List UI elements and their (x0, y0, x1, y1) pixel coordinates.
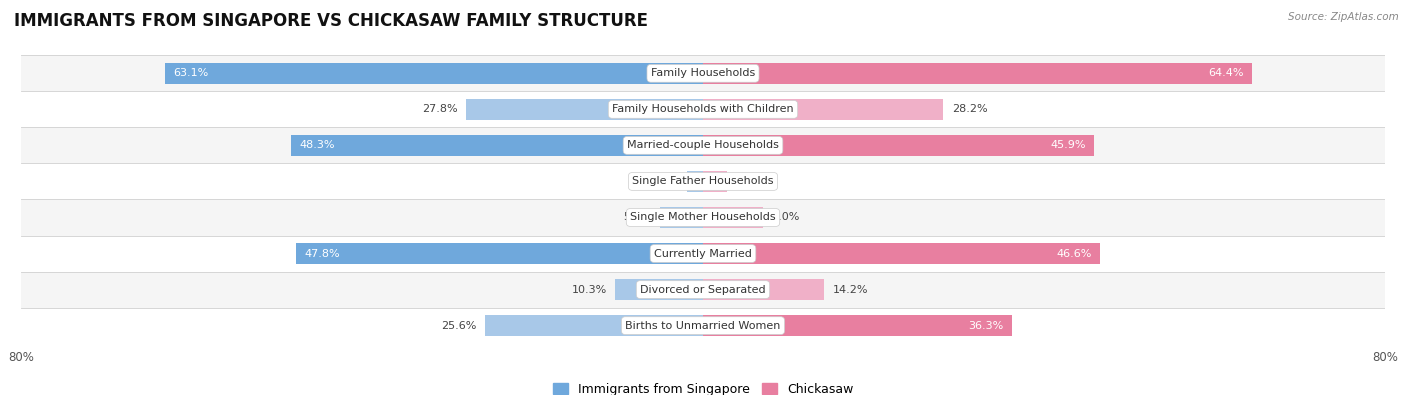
Text: 48.3%: 48.3% (299, 140, 335, 150)
Text: 27.8%: 27.8% (422, 104, 457, 115)
Bar (703, 99, 943, 120)
Text: Divorced or Separated: Divorced or Separated (640, 284, 766, 295)
Text: Currently Married: Currently Married (654, 248, 752, 259)
Text: 7.0%: 7.0% (772, 213, 800, 222)
Text: Single Mother Households: Single Mother Households (630, 213, 776, 222)
Text: 63.1%: 63.1% (174, 68, 209, 78)
Legend: Immigrants from Singapore, Chickasaw: Immigrants from Singapore, Chickasaw (547, 378, 859, 395)
Bar (165, 62, 703, 84)
Bar (21, 164, 1385, 199)
Text: Family Households: Family Households (651, 68, 755, 78)
Text: 36.3%: 36.3% (969, 321, 1004, 331)
Text: 46.6%: 46.6% (1056, 248, 1091, 259)
Text: 64.4%: 64.4% (1208, 68, 1243, 78)
Bar (21, 199, 1385, 235)
Text: Family Households with Children: Family Households with Children (612, 104, 794, 115)
Bar (703, 243, 1101, 264)
Text: Source: ZipAtlas.com: Source: ZipAtlas.com (1288, 12, 1399, 22)
Bar (703, 171, 727, 192)
Bar (21, 91, 1385, 128)
Text: 25.6%: 25.6% (441, 321, 477, 331)
Bar (616, 279, 703, 300)
Bar (21, 235, 1385, 272)
Text: 14.2%: 14.2% (832, 284, 868, 295)
Bar (21, 55, 1385, 91)
Bar (465, 99, 703, 120)
Text: 5.0%: 5.0% (624, 213, 652, 222)
Text: 28.2%: 28.2% (952, 104, 987, 115)
Bar (291, 135, 703, 156)
Text: Single Father Households: Single Father Households (633, 177, 773, 186)
Text: 1.9%: 1.9% (650, 177, 678, 186)
Bar (485, 315, 703, 337)
Bar (686, 171, 703, 192)
Bar (703, 62, 1251, 84)
Text: Births to Unmarried Women: Births to Unmarried Women (626, 321, 780, 331)
Bar (661, 207, 703, 228)
Bar (21, 272, 1385, 308)
Bar (21, 128, 1385, 164)
Text: 2.8%: 2.8% (735, 177, 763, 186)
Text: 10.3%: 10.3% (571, 284, 606, 295)
Text: Married-couple Households: Married-couple Households (627, 140, 779, 150)
Text: 45.9%: 45.9% (1050, 140, 1085, 150)
Bar (703, 279, 824, 300)
Bar (295, 243, 703, 264)
Bar (703, 135, 1094, 156)
Text: IMMIGRANTS FROM SINGAPORE VS CHICKASAW FAMILY STRUCTURE: IMMIGRANTS FROM SINGAPORE VS CHICKASAW F… (14, 12, 648, 30)
Bar (703, 207, 762, 228)
Bar (21, 308, 1385, 344)
Bar (703, 315, 1012, 337)
Text: 47.8%: 47.8% (304, 248, 340, 259)
